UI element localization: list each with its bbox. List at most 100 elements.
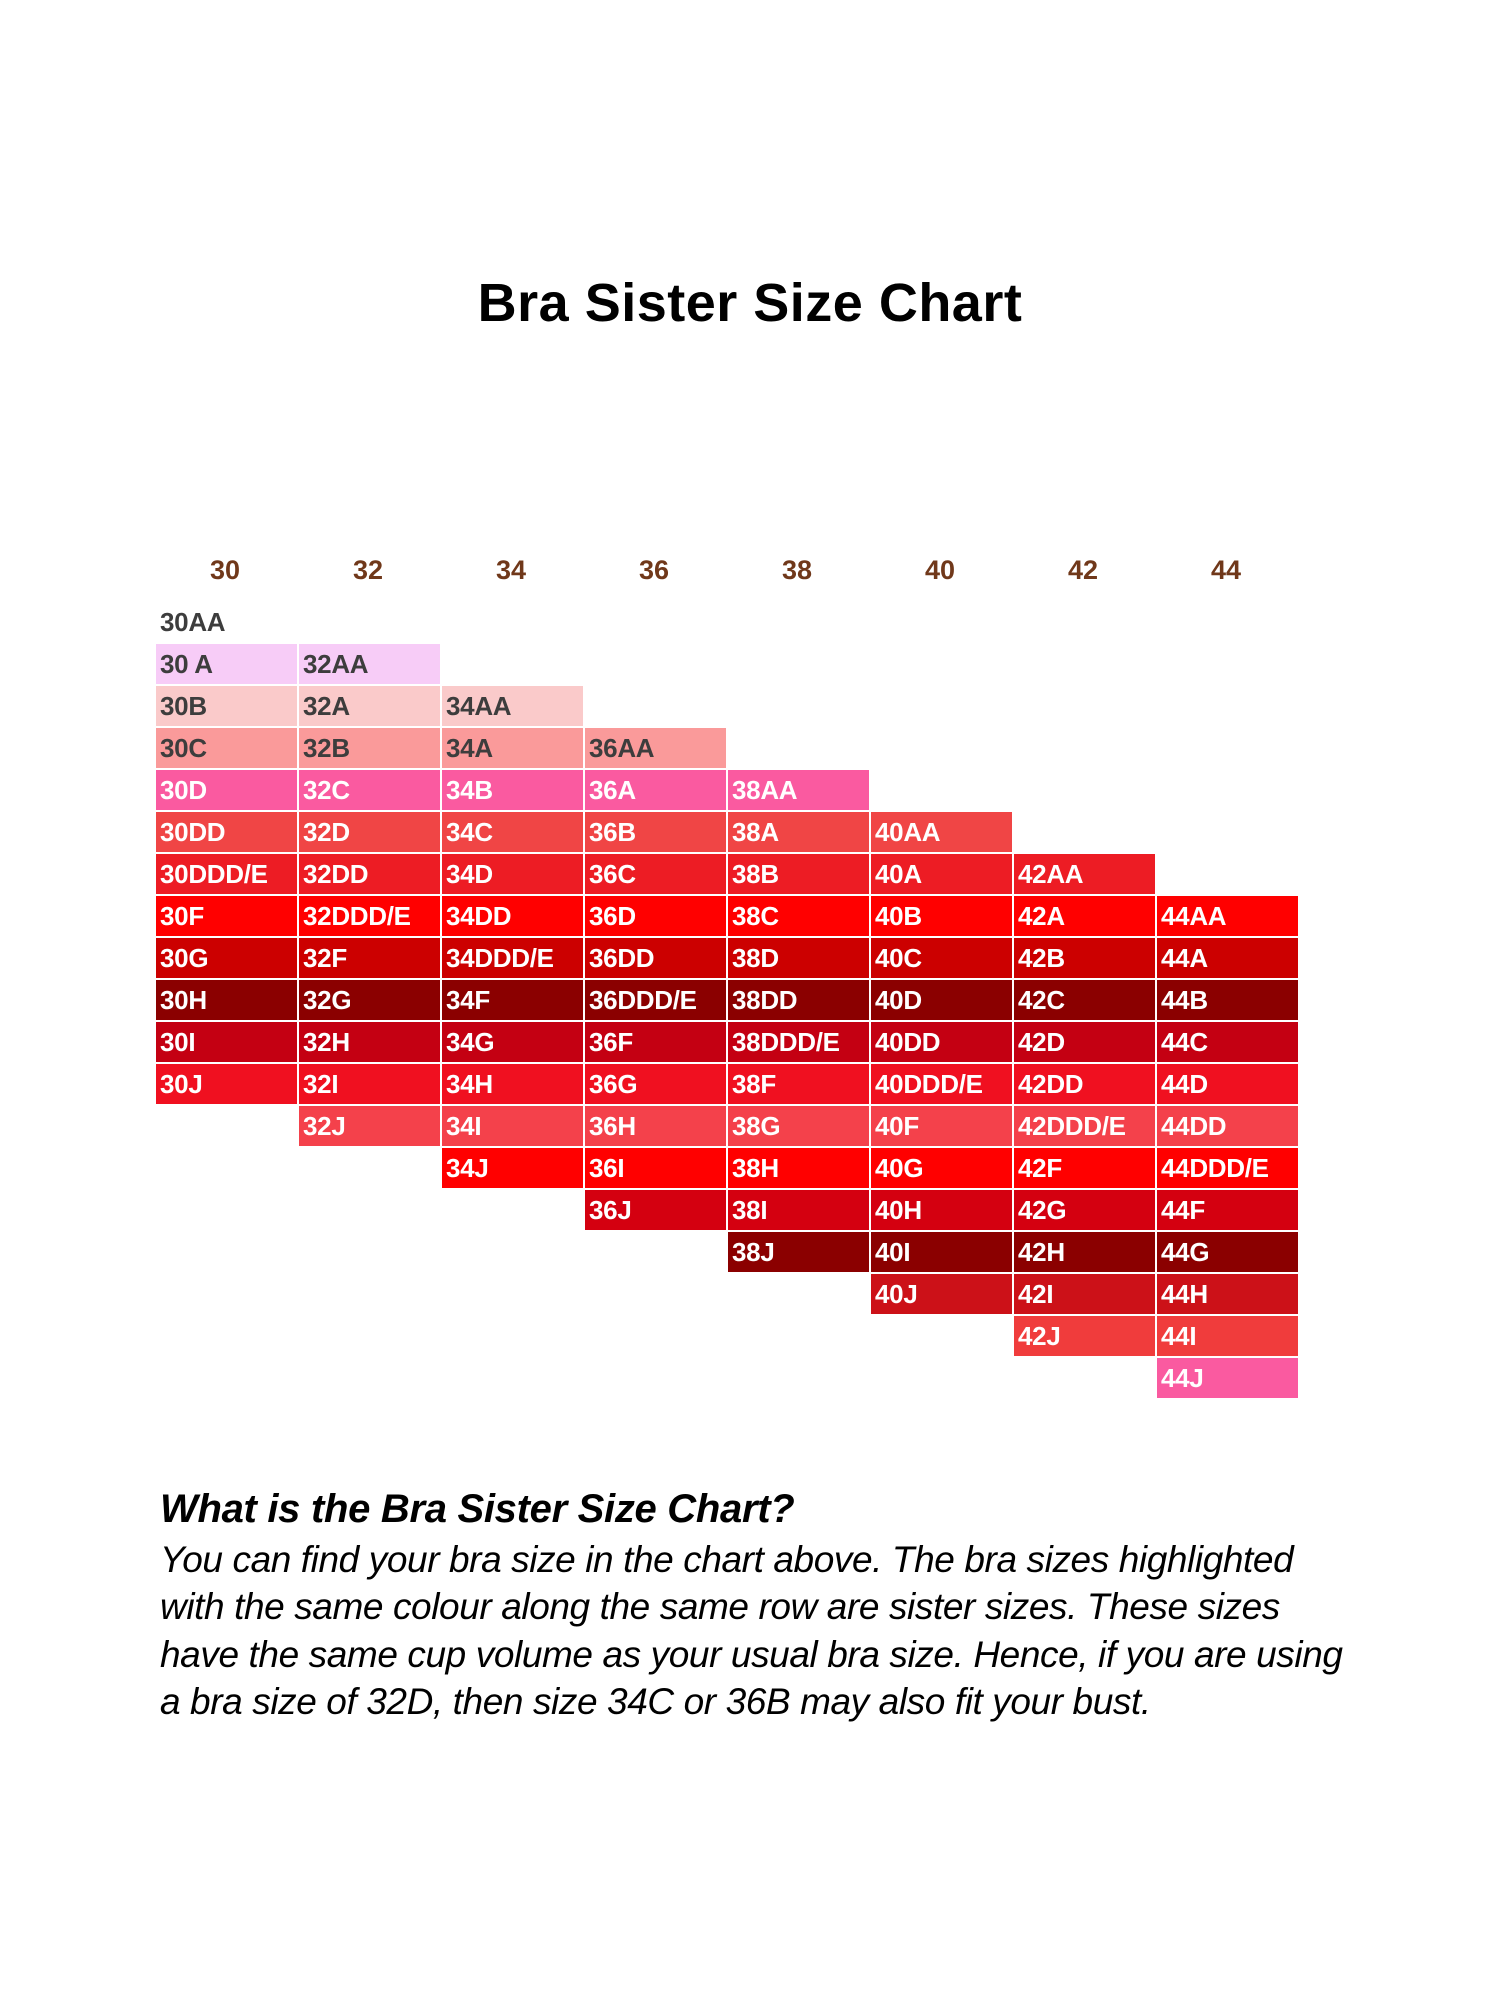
size-cell: 44D [1156,1063,1299,1105]
page-title: Bra Sister Size Chart [477,273,1023,333]
size-cell: 40F [870,1105,1013,1147]
size-cell: 32D [298,811,441,853]
size-cell: 32DD [298,853,441,895]
size-cell: 40A [870,853,1013,895]
size-cell: 40AA [870,811,1013,853]
size-cell: 42D [1013,1021,1156,1063]
size-cell: 38C [727,895,870,937]
size-cell: 36AA [584,727,727,769]
size-cell: 32J [298,1105,441,1147]
size-cell: 42J [1013,1315,1156,1357]
size-cell: 30AA [160,607,226,637]
size-cell: 42C [1013,979,1156,1021]
size-cell: 36DD [584,937,727,979]
size-cell: 32C [298,769,441,811]
size-cell: 32G [298,979,441,1021]
size-cell: 38A [727,811,870,853]
caption-heading: What is the Bra Sister Size Chart? [160,1487,795,1531]
size-cell: 34J [441,1147,584,1189]
size-cell: 42F [1013,1147,1156,1189]
size-grid: 30AA 30 A 32AA 30B 32A 34AA 30C 32B 34A 36AA 30D 32… [155,601,1365,1399]
size-cell: 38H [727,1147,870,1189]
size-cell: 30B [155,685,298,727]
size-cell: 36C [584,853,727,895]
size-cell: 38DD [727,979,870,1021]
band-header-42: 42 [1067,555,1099,585]
size-cell: 30DDD/E [155,853,298,895]
size-cell: 34DD [441,895,584,937]
size-cell: 44A [1156,937,1299,979]
size-cell: 42G [1013,1189,1156,1231]
size-cell: 40H [870,1189,1013,1231]
size-cell: 32F [298,937,441,979]
size-cell: 36H [584,1105,727,1147]
caption-body: You can find your bra size in the chart … [160,1539,1343,1723]
size-cell: 30I [155,1021,298,1063]
size-cell: 34F [441,979,584,1021]
size-cell: 32B [298,727,441,769]
size-cell: 36B [584,811,727,853]
band-header-32: 32 [352,555,384,585]
size-cell: 40DDD/E [870,1063,1013,1105]
size-cell: 42A [1013,895,1156,937]
size-cell: 44AA [1156,895,1299,937]
size-cell: 40J [870,1273,1013,1315]
size-cell: 42H [1013,1231,1156,1273]
size-cell: 42B [1013,937,1156,979]
size-cell: 38D [727,937,870,979]
size-cell: 44F [1156,1189,1299,1231]
size-cell: 36J [584,1189,727,1231]
size-cell: 34I [441,1105,584,1147]
size-cell: 40B [870,895,1013,937]
size-cell: 36I [584,1147,727,1189]
size-cell: 36F [584,1021,727,1063]
size-cell: 30G [155,937,298,979]
size-cell: 36G [584,1063,727,1105]
band-header-44: 44 [1210,555,1242,585]
size-cell: 42DDD/E [1013,1105,1156,1147]
size-cell: 30C [155,727,298,769]
size-cell: 40I [870,1231,1013,1273]
size-cell: 38F [727,1063,870,1105]
size-cell: 34A [441,727,584,769]
size-cell: 36D [584,895,727,937]
size-cell: 38DDD/E [727,1021,870,1063]
size-cell: 38J [727,1231,870,1273]
size-cell: 44C [1156,1021,1299,1063]
size-cell: 32I [298,1063,441,1105]
size-cell: 34G [441,1021,584,1063]
size-cell: 36DDD/E [584,979,727,1021]
size-cell: 34D [441,853,584,895]
size-cell: 38I [727,1189,870,1231]
size-cell: 34B [441,769,584,811]
size-cell: 30H [155,979,298,1021]
size-cell: 36A [584,769,727,811]
size-cell: 40G [870,1147,1013,1189]
size-cell: 34C [441,811,584,853]
size-cell: 32DDD/E [298,895,441,937]
size-cell: 34H [441,1063,584,1105]
size-cell: 34DDD/E [441,937,584,979]
size-cell: 40C [870,937,1013,979]
band-header-row: 30 32 34 36 38 40 42 44 [155,555,1365,597]
size-cell: 44J [1156,1357,1299,1399]
band-header-36: 36 [638,555,670,585]
band-header-38: 38 [781,555,813,585]
size-cell: 44I [1156,1315,1299,1357]
band-header-34: 34 [495,555,527,585]
size-cell: 38G [727,1105,870,1147]
size-cell: 44G [1156,1231,1299,1273]
size-cell: 38B [727,853,870,895]
size-cell: 32H [298,1021,441,1063]
size-cell: 44DDD/E [1156,1147,1299,1189]
size-cell: 30 A [155,643,298,685]
size-cell: 40DD [870,1021,1013,1063]
size-cell: 42I [1013,1273,1156,1315]
size-cell: 32A [298,685,441,727]
size-cell: 44H [1156,1273,1299,1315]
size-cell: 34AA [441,685,584,727]
size-cell: 30F [155,895,298,937]
size-cell: 44B [1156,979,1299,1021]
size-cell: 32AA [298,643,441,685]
